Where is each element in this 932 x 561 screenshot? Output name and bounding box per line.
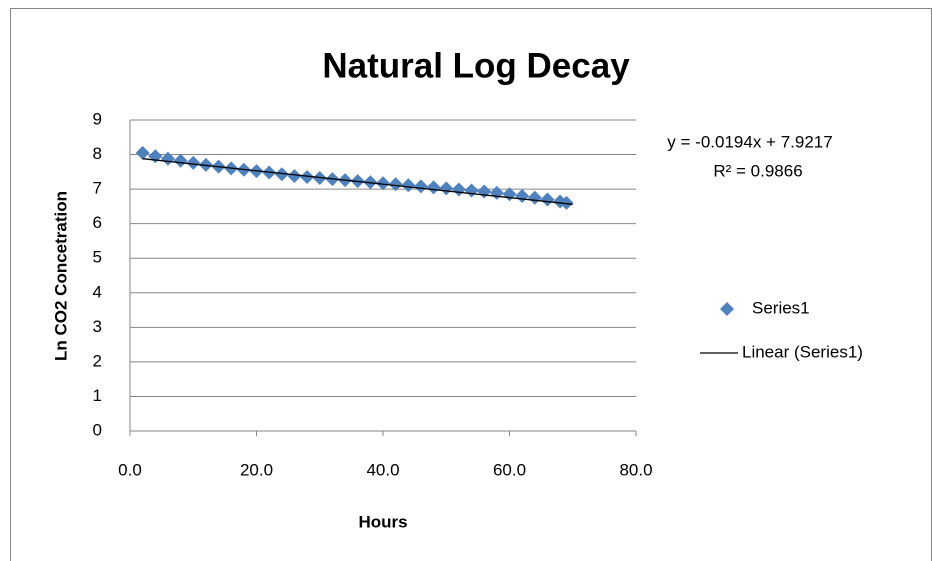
data-point [274, 167, 289, 182]
y-tick-label: 9 [93, 109, 102, 128]
legend-label: Linear (Series1) [742, 342, 863, 361]
data-point [388, 177, 403, 192]
data-point [300, 170, 315, 185]
y-axis-title: Ln CO2 Concetration [51, 191, 70, 361]
x-axis-title: Hours [358, 512, 407, 531]
data-point [287, 168, 302, 183]
x-tick-label: 60.0 [493, 460, 526, 479]
y-tick-label: 2 [93, 351, 102, 370]
data-point [559, 195, 574, 210]
trendline [142, 158, 573, 205]
data-point [135, 145, 150, 160]
chart-border [10, 8, 932, 561]
y-tick-label: 8 [93, 144, 102, 163]
y-tick-label: 5 [93, 248, 102, 267]
data-point [376, 176, 390, 191]
chart-title: Natural Log Decay [322, 46, 630, 85]
y-tick-label: 3 [93, 317, 102, 336]
data-point [540, 192, 555, 207]
y-tick-label: 4 [93, 282, 102, 301]
y-tick-label: 1 [93, 386, 102, 405]
y-tick-label: 6 [93, 213, 102, 232]
x-tick-label: 0.0 [118, 460, 142, 479]
y-tick-label: 7 [93, 179, 102, 198]
data-point [401, 178, 416, 193]
data-point [186, 155, 201, 170]
legend-label: Series1 [752, 298, 810, 317]
legend-marker [720, 302, 734, 316]
trendline-equation: y = -0.0194x + 7.9217 [667, 132, 832, 151]
x-tick-label: 20.0 [240, 460, 273, 479]
y-tick-label: 0 [93, 420, 102, 439]
r-squared: R² = 0.9866 [713, 161, 802, 180]
data-point [426, 180, 441, 195]
x-tick-label: 40.0 [366, 460, 399, 479]
data-point [413, 179, 428, 194]
x-tick-label: 80.0 [619, 460, 652, 479]
data-point [173, 153, 188, 168]
